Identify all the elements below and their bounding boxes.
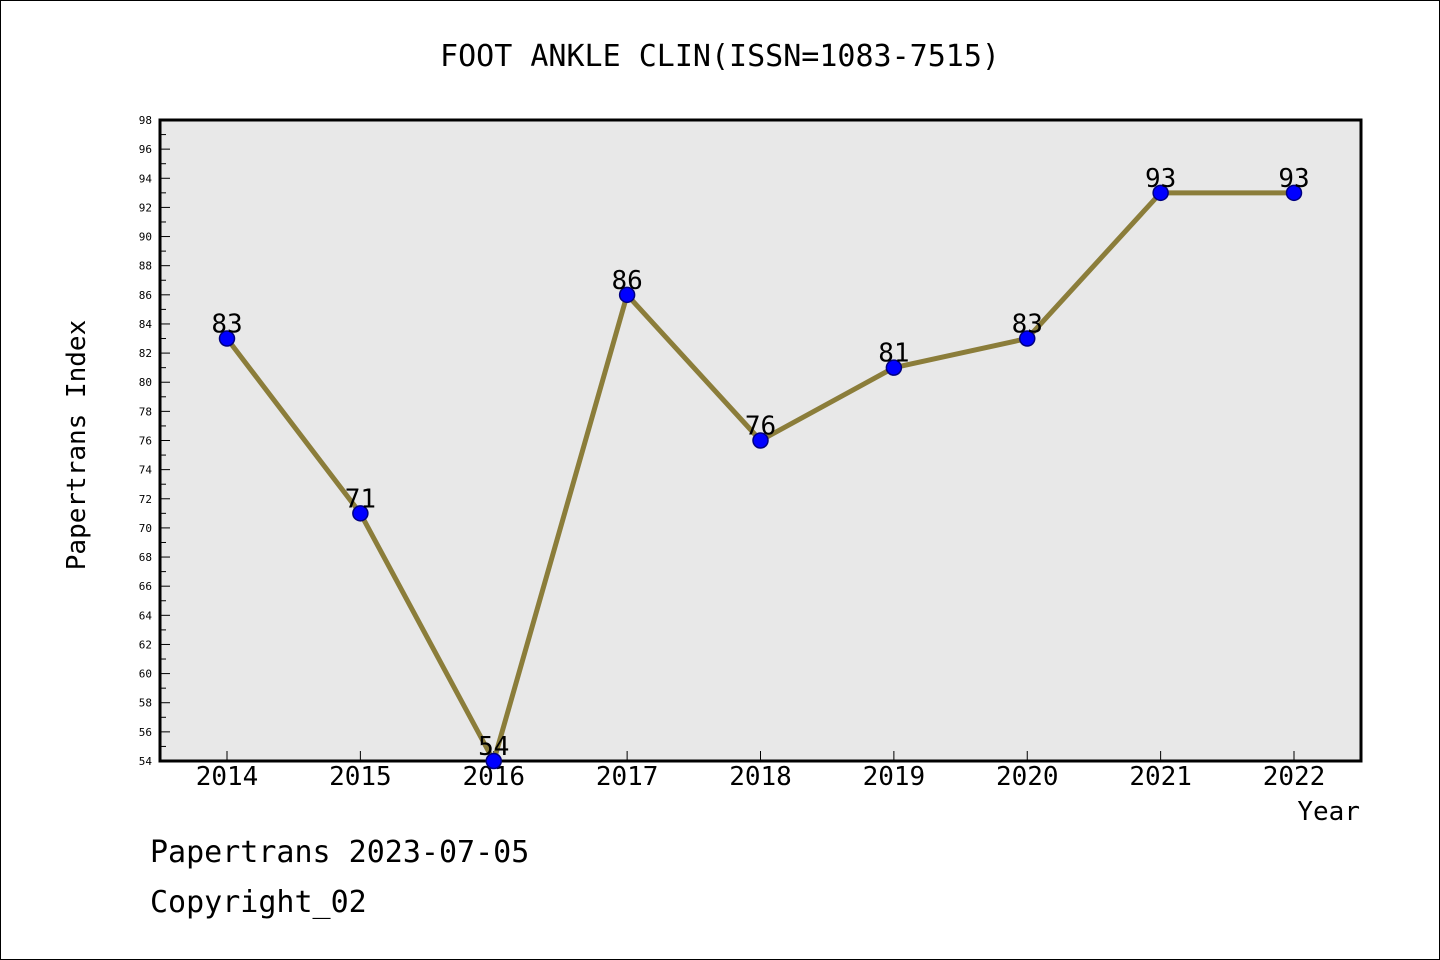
data-point: [1152, 184, 1169, 202]
x-tick-label: 2015: [329, 762, 392, 792]
y-tick-label: 96: [139, 143, 152, 156]
plot-area: [158, 118, 1363, 763]
y-tick-label: 78: [139, 405, 152, 418]
x-tick-label: 2017: [596, 762, 659, 792]
x-tick-label: 2019: [863, 762, 926, 792]
y-tick-label: 62: [139, 638, 152, 651]
data-point: [885, 359, 903, 376]
data-label: 93: [1278, 164, 1309, 194]
data-point: [1285, 184, 1303, 202]
data-labels: 83 71 54 86 76 81 83 93 93: [211, 164, 1309, 762]
y-tick-label: 92: [139, 201, 152, 214]
data-point: [618, 286, 636, 304]
y-axis: 54 56 58 60 62 64 66 68 70 72 74 76 78 80 82 84 86 88 90 92…: [139, 114, 170, 768]
y-tick-label: 56: [139, 726, 152, 739]
y-tick-label: 84: [139, 318, 153, 331]
series-markers: [218, 184, 1303, 770]
x-tick-label: 2020: [996, 762, 1059, 792]
data-label: 54: [478, 732, 509, 762]
footer-copyright: Copyright_02: [150, 885, 367, 920]
data-point: [352, 505, 369, 522]
y-tick-label: 72: [139, 493, 152, 506]
y-tick-label: 80: [139, 376, 152, 389]
data-point: [1019, 330, 1036, 347]
y-tick-label: 82: [139, 347, 152, 360]
x-tick-label: 2018: [729, 762, 792, 792]
data-point: [218, 330, 236, 347]
footer-date: Papertrans 2023-07-05: [150, 835, 530, 870]
y-tick-label: 90: [139, 231, 152, 244]
y-tick-label: 94: [139, 172, 153, 185]
data-label: 71: [345, 484, 376, 514]
data-label: 93: [1145, 164, 1176, 194]
x-tick-label: 2014: [196, 762, 259, 792]
data-label: 86: [611, 266, 642, 296]
x-axis: 2014 2015 2016 2017 2018 2019 2020 2021 2022: [196, 751, 1326, 792]
y-tick-label: 86: [139, 289, 152, 302]
data-label: 83: [1012, 310, 1043, 340]
y-tick-label: 64: [139, 609, 153, 622]
x-tick-label: 2022: [1263, 762, 1326, 792]
x-tick-label: 2021: [1129, 762, 1192, 792]
data-label: 83: [211, 310, 242, 340]
y-tick-label: 60: [139, 668, 152, 681]
y-tick-label: 58: [139, 697, 152, 710]
data-label: 81: [878, 339, 909, 369]
chart-title: FOOT ANKLE CLIN(ISSN=1083-7515): [440, 39, 1000, 74]
y-tick-label: 68: [139, 551, 152, 564]
x-axis-label: Year: [1297, 797, 1360, 827]
y-tick-label: 54: [139, 755, 153, 768]
y-tick-label: 88: [139, 260, 152, 273]
y-axis-label: Papertrans Index: [62, 320, 92, 570]
y-tick-label: 74: [139, 464, 153, 477]
y-tick-label: 76: [139, 435, 152, 448]
data-point: [752, 432, 769, 449]
data-point: [485, 752, 502, 770]
y-tick-label: 70: [139, 522, 152, 535]
y-tick-label: 98: [139, 114, 152, 127]
y-tick-label: 66: [139, 580, 152, 593]
data-label: 76: [745, 412, 776, 442]
